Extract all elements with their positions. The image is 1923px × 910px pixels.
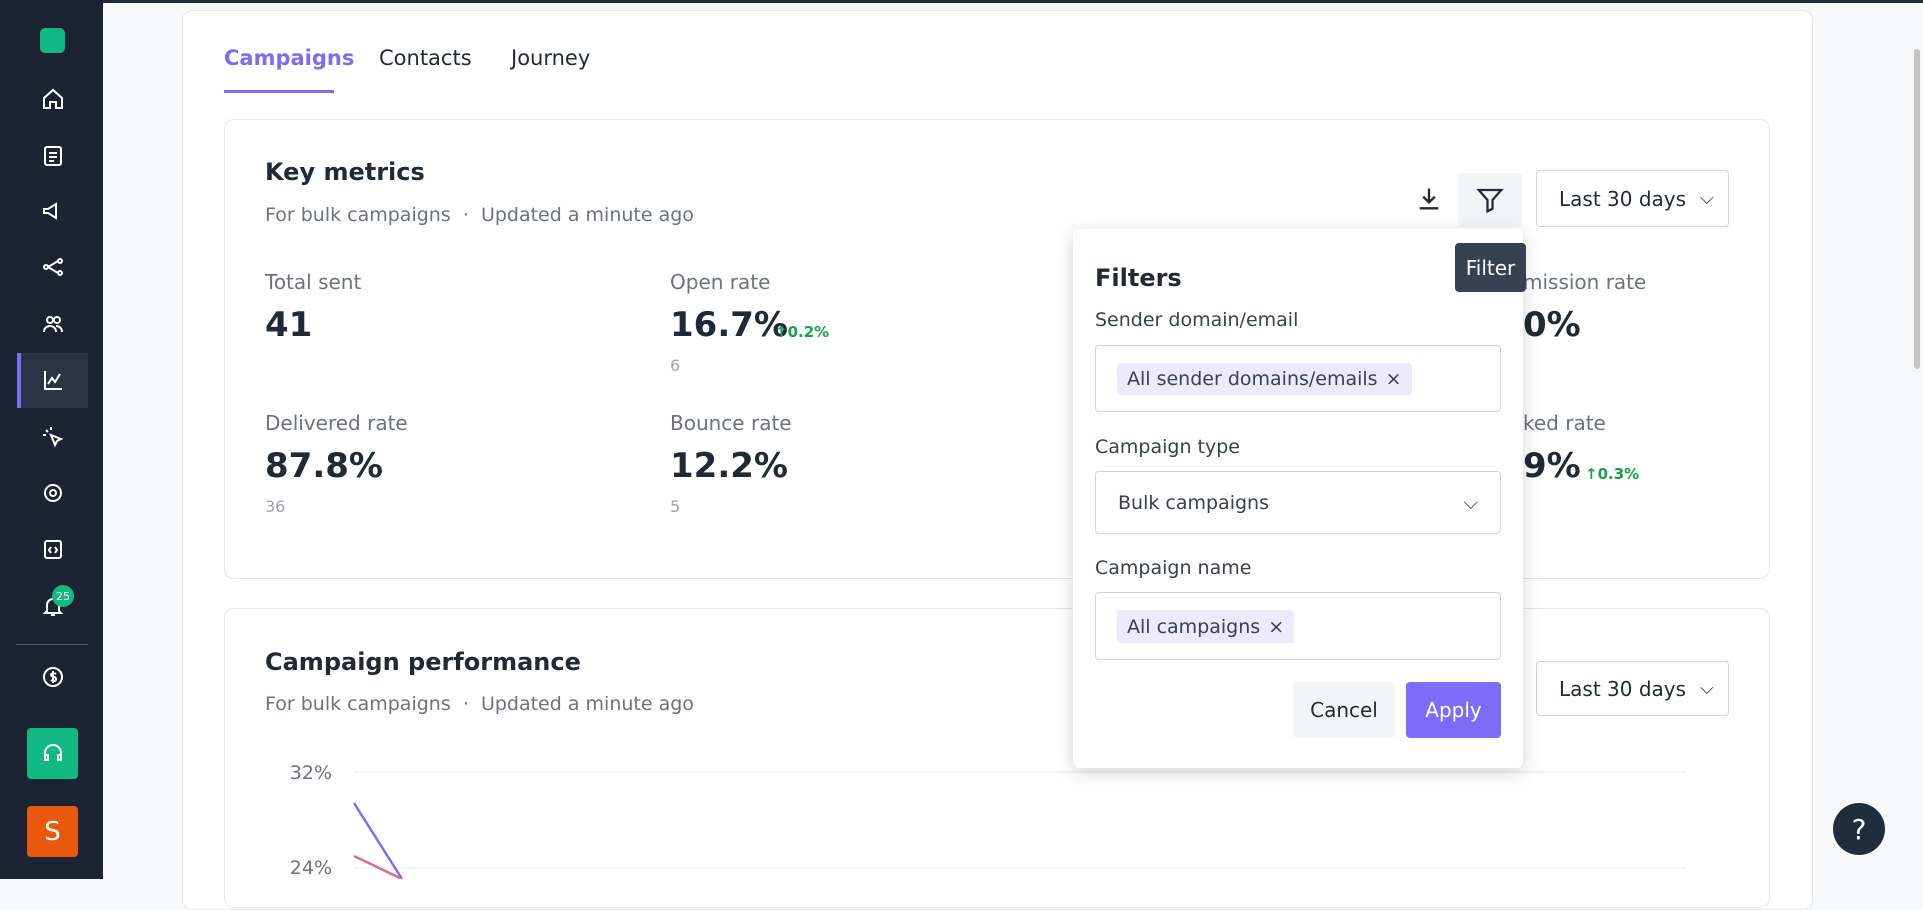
metric-value: 16.7%: [670, 305, 788, 345]
popup-title: Filters: [1095, 264, 1182, 292]
cancel-button[interactable]: Cancel: [1293, 682, 1395, 738]
metric-value: 41: [265, 305, 313, 345]
metric-change: ↑0.2%: [775, 323, 830, 341]
settings-icon[interactable]: [41, 481, 65, 505]
subtitle: For bulk campaigns · Updated a minute ag…: [265, 693, 694, 715]
dropdown-text: Last 30 days: [1559, 676, 1687, 701]
metric-count: 36: [265, 497, 286, 516]
code-icon[interactable]: [41, 537, 65, 561]
subtitle-text: For bulk campaigns: [265, 693, 451, 715]
support-button[interactable]: [27, 728, 78, 779]
updated-text: Updated a minute ago: [480, 693, 694, 715]
divider: [16, 644, 88, 645]
headset-icon: [44, 744, 62, 761]
list-icon[interactable]: [41, 144, 65, 168]
contacts-icon[interactable]: [41, 312, 65, 336]
metric-value: 0%: [1523, 305, 1581, 345]
select-text: Bulk campaigns: [1118, 491, 1269, 514]
metric-value: 9%: [1523, 446, 1581, 486]
section-title: Key metrics: [265, 158, 425, 186]
analytics-icon[interactable]: [41, 368, 65, 392]
avatar[interactable]: S: [27, 806, 78, 857]
y-tick-label: 32%: [289, 762, 332, 784]
active-item: [17, 353, 88, 408]
y-tick-label: 24%: [289, 857, 332, 879]
sidebar: 25 S: [0, 0, 103, 879]
tab[interactable]: Contacts: [379, 46, 472, 70]
metric-label: Open rate: [670, 270, 771, 294]
help-button[interactable]: ?: [1833, 803, 1885, 855]
filter-icon: [1476, 188, 1504, 214]
metric-value: 87.8%: [265, 446, 383, 486]
click-icon[interactable]: [41, 425, 65, 449]
filter-button[interactable]: [1458, 173, 1522, 227]
tab[interactable]: Campaigns: [224, 46, 355, 70]
series-line: [353, 854, 403, 879]
metric-label: Total sent: [265, 270, 362, 294]
field-label: Sender domain/email: [1095, 309, 1299, 331]
type-select[interactable]: Bulk campaigns ⌵: [1095, 471, 1501, 534]
date-dropdown[interactable]: Last 30 days ⌵: [1536, 661, 1729, 716]
change-text: 0.3%: [1597, 465, 1640, 483]
updated-text: Updated a minute ago: [480, 204, 694, 226]
campaign-icon[interactable]: [41, 199, 65, 223]
chip-text: All sender domains/emails: [1127, 368, 1378, 390]
chip: All campaigns ×: [1117, 610, 1295, 643]
billing-icon[interactable]: [41, 665, 65, 689]
metric-label: ked rate: [1523, 411, 1606, 435]
change-text: 0.2%: [787, 323, 830, 341]
metric-count: 5: [670, 497, 681, 516]
subtitle-text: For bulk campaigns: [265, 204, 451, 226]
name-input[interactable]: [1095, 592, 1501, 660]
series-line: [352, 802, 404, 879]
date-dropdown[interactable]: Last 30 days ⌵: [1536, 170, 1729, 227]
metric-label: Delivered rate: [265, 411, 408, 435]
flow-icon[interactable]: [41, 255, 65, 279]
metric-count: 6: [670, 356, 681, 375]
tab-underline: [224, 90, 334, 93]
filters-popup: [1073, 229, 1523, 768]
chart-lines: [352, 771, 1686, 879]
notification-badge: 25: [52, 585, 74, 607]
field-label: Campaign type: [1095, 436, 1240, 458]
metric-value: 12.2%: [670, 446, 788, 486]
section-title: Campaign performance: [265, 648, 581, 676]
tooltip: Filter: [1455, 243, 1526, 292]
sender-input[interactable]: [1095, 345, 1501, 412]
metric-label: Bounce rate: [670, 411, 792, 435]
metric-label: mission rate: [1523, 270, 1647, 294]
metric-change: ↑0.3%: [1585, 465, 1640, 483]
field-label: Campaign name: [1095, 557, 1252, 579]
chip-text: All campaigns: [1127, 615, 1261, 638]
subtitle: For bulk campaigns · Updated a minute ag…: [265, 204, 694, 226]
apply-button[interactable]: Apply: [1406, 682, 1501, 738]
download-icon[interactable]: [1415, 185, 1443, 213]
chip: All sender domains/emails ×: [1117, 363, 1412, 395]
chip-remove[interactable]: ×: [1385, 368, 1402, 390]
chip-remove[interactable]: ×: [1268, 615, 1285, 638]
home-icon[interactable]: [41, 87, 65, 111]
top-bar: [0, 0, 1923, 3]
tab[interactable]: Journey: [511, 46, 591, 70]
scrollbar[interactable]: [1914, 49, 1920, 369]
logo[interactable]: [40, 28, 65, 53]
dropdown-text: Last 30 days: [1559, 186, 1687, 211]
